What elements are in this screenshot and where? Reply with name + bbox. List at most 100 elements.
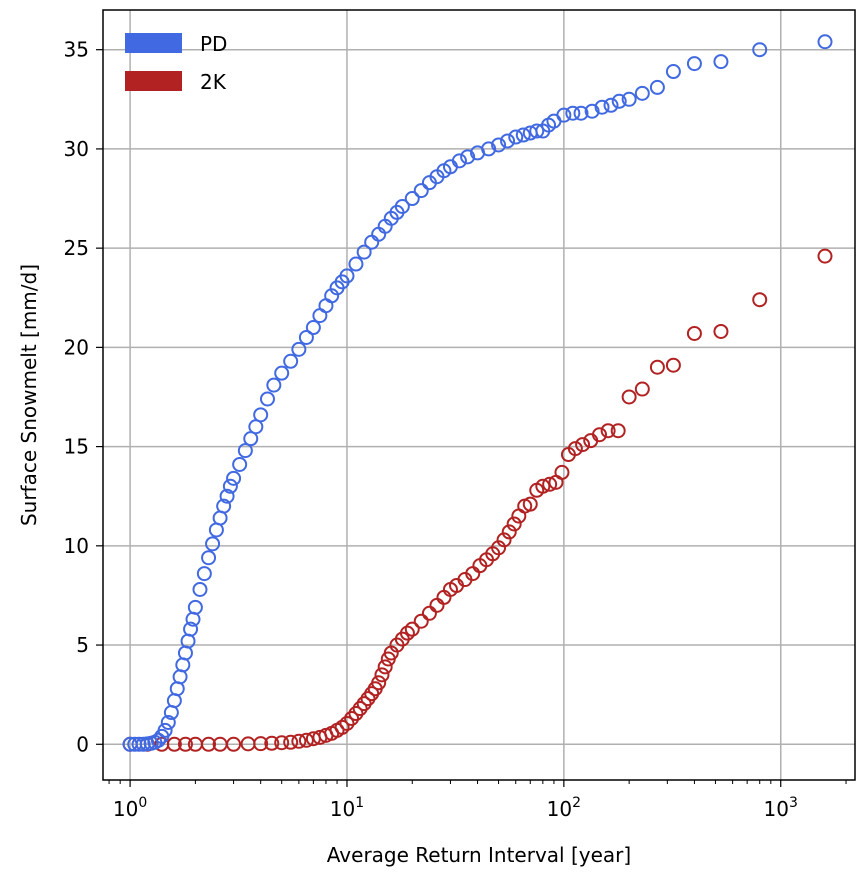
data-point <box>451 153 467 169</box>
data-point <box>413 613 429 629</box>
data-point <box>283 734 299 750</box>
data-point <box>665 64 681 80</box>
data-point <box>515 127 531 143</box>
data-point <box>196 566 212 582</box>
x-tick-label: 102 <box>547 795 581 821</box>
data-point <box>404 621 420 637</box>
legend-label-2k: 2K <box>200 70 227 94</box>
data-point <box>291 733 307 749</box>
data-point <box>253 407 269 423</box>
data-point <box>594 99 610 115</box>
x-tick-label: 103 <box>764 795 798 821</box>
data-point <box>600 423 616 439</box>
data-point <box>481 141 497 157</box>
data-point <box>634 85 650 101</box>
data-point <box>283 353 299 369</box>
data-point <box>522 496 538 512</box>
data-point <box>542 476 558 492</box>
data-point <box>374 667 390 683</box>
data-point <box>665 357 681 373</box>
data-point <box>150 732 166 748</box>
y-tick-label: 0 <box>76 732 89 756</box>
y-tick-label: 10 <box>64 534 89 558</box>
data-point <box>160 714 176 730</box>
axis-ticks: 100 101 102 103 0 5 10 15 20 25 30 35 <box>64 38 847 821</box>
data-point <box>752 42 768 58</box>
data-point <box>603 97 619 113</box>
data-point <box>226 736 242 752</box>
data-point <box>413 183 429 199</box>
y-tick-label: 15 <box>64 435 89 459</box>
data-point <box>621 389 637 405</box>
data-point <box>348 706 364 722</box>
data-point <box>356 244 372 260</box>
legend-swatch-2k <box>125 71 182 91</box>
data-point <box>264 735 280 751</box>
data-point <box>201 736 217 752</box>
data-point <box>404 191 420 207</box>
data-point <box>177 736 193 752</box>
data-point <box>529 123 545 139</box>
data-point <box>460 149 476 165</box>
data-point <box>817 248 833 264</box>
data-point <box>274 365 290 381</box>
data-point <box>554 464 570 480</box>
data-point <box>232 456 248 472</box>
data-point <box>567 441 583 457</box>
data-point <box>506 516 522 532</box>
y-tick-label: 35 <box>64 38 89 62</box>
data-point <box>192 581 208 597</box>
data-point <box>575 437 591 453</box>
data-point <box>592 427 607 443</box>
data-point <box>226 470 242 486</box>
data-point <box>291 341 307 357</box>
data-point <box>377 659 393 675</box>
data-points <box>122 34 833 752</box>
data-point <box>399 625 415 641</box>
data-point <box>183 621 199 637</box>
data-point <box>611 93 627 109</box>
data-point <box>219 488 235 504</box>
data-point <box>686 325 702 341</box>
data-point <box>556 107 572 123</box>
plot-area-background <box>103 10 855 780</box>
data-point <box>565 105 581 121</box>
y-tick-label: 5 <box>76 633 89 657</box>
data-point <box>201 550 217 566</box>
data-point <box>339 268 355 284</box>
x-tick-label: 100 <box>113 795 147 821</box>
data-point <box>166 736 182 752</box>
data-point <box>394 198 410 214</box>
data-point <box>339 715 355 731</box>
data-point <box>187 599 203 615</box>
data-point <box>817 34 833 50</box>
data-point <box>222 478 238 494</box>
legend: PD 2K <box>125 32 227 94</box>
data-point <box>500 133 516 149</box>
data-point <box>157 722 173 738</box>
data-point <box>686 56 702 72</box>
data-point <box>573 105 589 121</box>
y-tick-label: 30 <box>64 137 89 161</box>
data-point <box>216 498 232 514</box>
y-axis-label: Surface Snowmelt [mm/d] <box>17 264 41 526</box>
data-point <box>649 79 665 95</box>
data-point <box>305 320 321 336</box>
y-tick-label: 25 <box>64 236 89 260</box>
data-point <box>298 329 314 345</box>
data-point <box>237 443 253 459</box>
series-pd <box>122 34 833 752</box>
data-point <box>496 532 512 548</box>
data-point <box>621 91 637 107</box>
data-point <box>501 524 517 540</box>
data-point <box>344 710 360 726</box>
data-point <box>634 381 650 397</box>
data-point <box>253 736 269 752</box>
data-point <box>610 423 626 439</box>
x-tick-label: 101 <box>330 795 364 821</box>
legend-label-pd: PD <box>200 32 227 56</box>
data-point <box>298 732 314 748</box>
data-point <box>274 735 290 751</box>
data-point <box>584 103 600 119</box>
